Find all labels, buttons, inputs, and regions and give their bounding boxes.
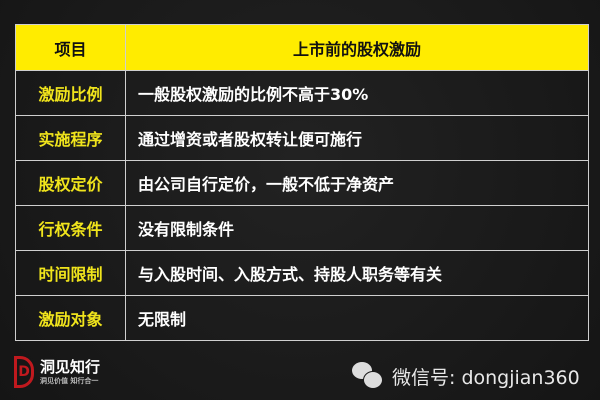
row-item: 激励对象: [15, 295, 126, 341]
row-value: 一般股权激励的比例不高于30%: [125, 70, 589, 116]
brand-name: 洞见知行: [40, 357, 101, 376]
row-item: 股权定价: [15, 160, 126, 206]
header-value: 上市前的股权激励: [125, 24, 589, 71]
row-value: 由公司自行定价，一般不低于净资产: [125, 160, 589, 206]
wechat-id: 微信号: dongjian360: [352, 362, 580, 390]
row-value: 与入股时间、入股方式、持股人职务等有关: [125, 250, 589, 296]
row-item: 激励比例: [15, 70, 126, 116]
row-item: 实施程序: [15, 115, 126, 161]
comparison-table: 项目 上市前的股权激励 激励比例 一般股权激励的比例不高于30% 实施程序 通过增资…: [15, 24, 589, 341]
table-row: 行权条件 没有限制条件: [15, 205, 589, 251]
row-item: 行权条件: [15, 205, 126, 251]
table-row: 实施程序 通过增资或者股权转让便可施行: [15, 115, 589, 161]
wechat-text: 微信号: dongjian360: [392, 366, 580, 389]
logo-d-icon: D: [14, 356, 34, 388]
row-value: 通过增资或者股权转让便可施行: [125, 115, 589, 161]
row-value: 没有限制条件: [125, 205, 589, 251]
wechat-icon: [352, 362, 384, 390]
brand-slogan: 洞见价值 知行合一: [40, 376, 99, 385]
row-value: 无限制: [125, 295, 589, 341]
row-item: 时间限制: [15, 250, 126, 296]
brand-logo: D 洞见知行 洞见价值 知行合一: [14, 356, 100, 388]
table-header-row: 项目 上市前的股权激励: [15, 24, 589, 71]
table-row: 股权定价 由公司自行定价，一般不低于净资产: [15, 160, 589, 206]
table-row: 激励对象 无限制: [15, 295, 589, 341]
table-row: 激励比例 一般股权激励的比例不高于30%: [15, 70, 589, 116]
header-item: 项目: [15, 24, 126, 71]
table-row: 时间限制 与入股时间、入股方式、持股人职务等有关: [15, 250, 589, 296]
